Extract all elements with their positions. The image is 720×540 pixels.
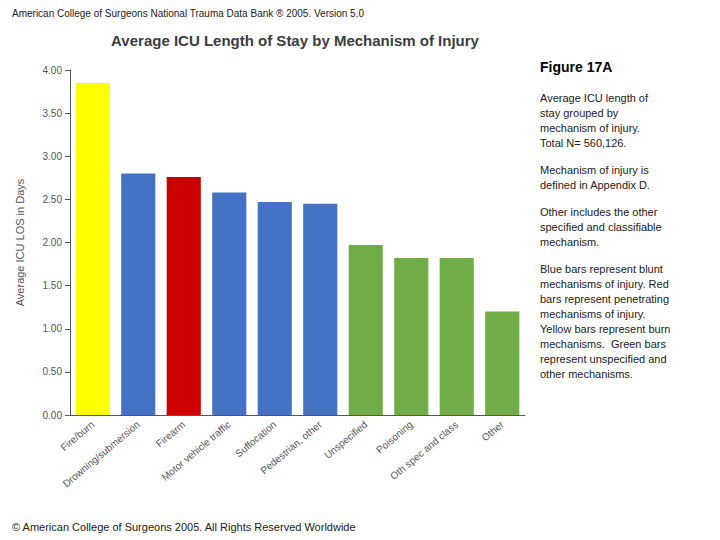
svg-text:Blue bars represent blunt: Blue bars represent blunt: [540, 263, 663, 275]
svg-text:Oth spec and class: Oth spec and class: [388, 419, 460, 482]
svg-text:mechanism of injury.: mechanism of injury.: [540, 122, 640, 134]
svg-text:Average ICU Length of Stay by: Average ICU Length of Stay by Mechanism …: [111, 32, 480, 49]
svg-text:3.50: 3.50: [43, 108, 63, 119]
svg-text:0.50: 0.50: [43, 366, 63, 377]
svg-text:Motor vehicle traffic: Motor vehicle traffic: [159, 419, 232, 483]
svg-text:Other includes the other: Other includes the other: [540, 206, 658, 218]
svg-text:Yellow bars represent burn: Yellow bars represent burn: [540, 323, 670, 335]
svg-text:1.00: 1.00: [43, 323, 63, 334]
svg-text:4.00: 4.00: [43, 65, 63, 76]
svg-text:Unspecified: Unspecified: [322, 419, 369, 461]
svg-text:© American College of Surgeons: © American College of Surgeons 2005. All…: [12, 521, 356, 533]
svg-text:mechanisms. Green bars: mechanisms. Green bars: [540, 338, 666, 350]
svg-text:Suffocation: Suffocation: [233, 419, 278, 459]
svg-text:Figure 17A: Figure 17A: [540, 59, 612, 75]
svg-text:other mechanisms.: other mechanisms.: [540, 368, 633, 380]
svg-text:mechanisms of injury. Red: mechanisms of injury. Red: [540, 278, 669, 290]
svg-text:American College of Surgeons N: American College of Surgeons National Tr…: [12, 8, 364, 19]
svg-text:Average ICU length of: Average ICU length of: [540, 92, 649, 104]
svg-text:Poisoning: Poisoning: [374, 419, 415, 456]
svg-text:stay grouped by: stay grouped by: [540, 107, 619, 119]
svg-text:3.00: 3.00: [43, 151, 63, 162]
svg-text:Fire/burn: Fire/burn: [59, 419, 97, 453]
svg-text:1.50: 1.50: [43, 280, 63, 291]
svg-text:Other: Other: [480, 418, 507, 443]
svg-text:Average ICU LOS in Days: Average ICU LOS in Days: [14, 178, 26, 306]
svg-text:Total N= 560,126.: Total N= 560,126.: [540, 137, 627, 149]
svg-text:2.00: 2.00: [43, 237, 63, 248]
svg-text:Pedestrian, other: Pedestrian, other: [258, 418, 324, 476]
svg-text:Mechanism of injury is: Mechanism of injury is: [540, 164, 649, 176]
svg-text:defined in Appendix D.: defined in Appendix D.: [540, 179, 650, 191]
svg-text:bars represent penetrating: bars represent penetrating: [540, 293, 669, 305]
svg-text:Drowning/submersion: Drowning/submersion: [61, 419, 142, 490]
svg-text:represent unspecified and: represent unspecified and: [540, 353, 667, 365]
svg-text:0.00: 0.00: [43, 410, 63, 421]
svg-text:2.50: 2.50: [43, 194, 63, 205]
svg-text:specified and classifiable: specified and classifiable: [540, 221, 662, 233]
svg-text:mechanisms of injury.: mechanisms of injury.: [540, 308, 646, 320]
svg-text:Firearm: Firearm: [154, 419, 187, 450]
svg-text:mechanism.: mechanism.: [540, 236, 599, 248]
